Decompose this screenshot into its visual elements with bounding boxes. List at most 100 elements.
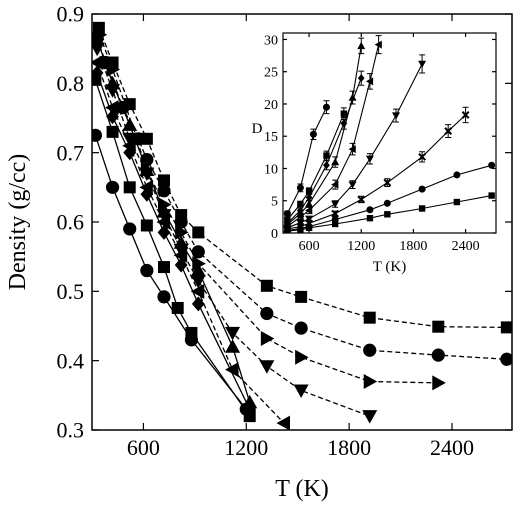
data-point: [418, 205, 426, 212]
data-point: [295, 349, 309, 365]
plot-area: [283, 35, 496, 233]
y-axis-title: Density (g/cc): [5, 154, 31, 291]
data-point: [500, 321, 512, 334]
data-point: [106, 125, 119, 138]
x-tick-label: 2400: [430, 435, 474, 460]
plot-frame: [282, 32, 497, 234]
data-point: [305, 187, 313, 195]
data-point: [139, 162, 155, 176]
y-tick-label: 0.8: [57, 71, 85, 96]
data-point: [105, 75, 121, 90]
data-point: [192, 226, 205, 239]
x-tick-label: 600: [299, 239, 320, 254]
data-point: [348, 93, 357, 101]
data-point: [305, 199, 314, 208]
inset-chart: 600 1200 1800 2400 0 5 10 15 20 25 30 T (K) D: [252, 32, 497, 275]
data-point: [260, 330, 275, 346]
data-point: [348, 181, 357, 189]
data-point: [190, 263, 206, 277]
y-tick-label: 25: [264, 66, 278, 81]
data-point: [283, 210, 291, 218]
series-line: [94, 135, 247, 410]
x-tick-label: 1200: [347, 239, 375, 254]
data-point: [322, 103, 330, 111]
data-point: [392, 112, 401, 120]
y-tick-label: 0.5: [57, 279, 85, 304]
series-line: [96, 62, 285, 424]
data-point: [365, 77, 374, 86]
plot-area: [92, 21, 512, 430]
data-point: [363, 311, 376, 324]
data-point: [92, 27, 103, 41]
data-point: [123, 181, 136, 194]
data-point: [284, 216, 291, 224]
data-point: [309, 130, 317, 138]
data-point: [173, 247, 188, 263]
y-tick-label: 5: [271, 195, 278, 210]
data-point: [418, 60, 427, 68]
y-tick-label: 10: [264, 162, 278, 177]
data-point: [191, 296, 205, 312]
data-point: [191, 245, 205, 259]
data-point: [123, 222, 137, 236]
x-tick-label: 2400: [452, 239, 480, 254]
x-axis-title: T (K): [373, 259, 406, 275]
data-point: [140, 263, 154, 278]
data-point: [140, 219, 153, 232]
data-point: [323, 152, 330, 159]
data-point: [260, 306, 274, 321]
x-axis-title: T (K): [275, 476, 329, 502]
data-point: [157, 184, 171, 198]
data-point: [225, 362, 239, 378]
y-tick-label: 0.6: [57, 210, 85, 235]
data-point: [157, 224, 171, 240]
data-point: [362, 410, 378, 424]
data-point: [295, 290, 308, 303]
data-point: [106, 61, 121, 77]
series-line: [286, 106, 327, 214]
y-tick-label: 0.3: [57, 418, 85, 443]
series-line: [96, 72, 251, 410]
data-point: [374, 40, 382, 49]
data-point: [418, 185, 426, 193]
data-point: [92, 55, 104, 71]
x-tick-label: 1200: [224, 435, 268, 460]
data-point: [105, 180, 120, 194]
data-point: [500, 352, 512, 366]
data-point: [340, 119, 348, 128]
data-point: [357, 74, 365, 83]
data-point: [242, 394, 258, 409]
data-point: [140, 186, 154, 202]
y-tick-label: 30: [264, 33, 278, 48]
y-tick-label: 0.7: [57, 140, 85, 165]
data-point: [363, 343, 377, 357]
data-point: [225, 339, 241, 353]
data-point: [158, 261, 170, 274]
series-line: [94, 34, 251, 403]
data-point: [383, 199, 391, 207]
series-line: [287, 164, 492, 231]
data-point: [432, 375, 446, 391]
data-point: [305, 193, 313, 202]
data-point: [294, 321, 308, 335]
data-point: [348, 145, 356, 154]
data-point: [305, 206, 313, 215]
data-point: [323, 161, 330, 170]
data-point: [297, 200, 304, 208]
data-point: [453, 198, 461, 206]
data-point: [331, 200, 340, 208]
data-point: [156, 214, 170, 230]
y-tick-label: 0: [271, 227, 278, 242]
data-point: [171, 301, 184, 314]
series-line: [96, 48, 370, 417]
data-point: [174, 257, 188, 273]
data-point: [225, 326, 241, 341]
series-line: [98, 27, 507, 329]
data-point: [122, 117, 138, 131]
data-point: [190, 283, 205, 299]
data-point: [92, 73, 102, 86]
data-point: [105, 100, 119, 116]
data-point: [453, 171, 461, 179]
data-point: [92, 42, 105, 57]
